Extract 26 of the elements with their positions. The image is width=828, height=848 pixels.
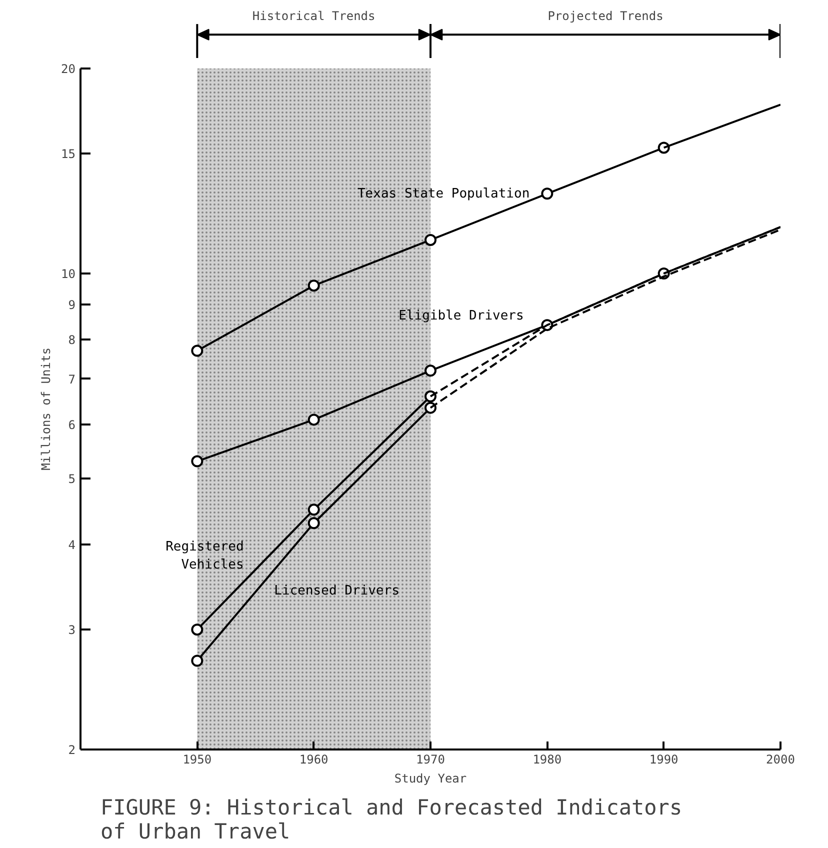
x-tick-label: 1970 (416, 752, 445, 766)
y-tick-label: 15 (61, 147, 76, 162)
series-label: Licensed Drivers (274, 583, 400, 598)
x-tick-label: 2000 (766, 752, 795, 766)
x-tick-label: 1960 (299, 752, 328, 766)
text: Historical Trends (252, 9, 376, 24)
series-label: Registered Vehicles (166, 539, 244, 572)
text: Projected Trends (548, 9, 664, 24)
y-tick-label: 5 (68, 472, 76, 486)
x-tick-label: 1990 (649, 752, 678, 766)
text: FIGURE 9: Historical and Forecasted Indicators of Urban Travel (100, 796, 682, 844)
y-tick-label: 2 (68, 743, 76, 757)
y-axis-title: Millions of Units (39, 348, 54, 470)
y-tick-label: 4 (68, 538, 76, 552)
y-tick-label: 10 (61, 267, 76, 281)
y-tick-label: 8 (68, 332, 76, 347)
x-axis-title: Study Year (394, 772, 467, 786)
x-tick-label: 1950 (182, 752, 212, 766)
y-tick-label: 3 (68, 623, 76, 638)
x-tick-label: 1980 (532, 752, 562, 766)
series-label: Texas State Population (357, 186, 530, 202)
series-label: Eligible Drivers (398, 308, 524, 324)
y-tick-label: 20 (61, 62, 76, 76)
y-tick-label: 9 (68, 298, 76, 312)
y-tick-label: 6 (68, 418, 76, 432)
y-tick-label: 7 (68, 372, 76, 386)
